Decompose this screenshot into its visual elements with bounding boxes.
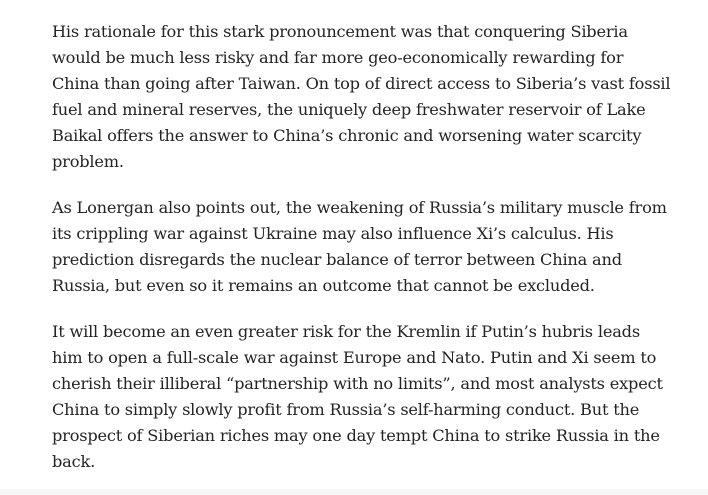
paragraph-2: As Lonergan also points out, the weakeni…	[52, 195, 672, 299]
text-line: its crippling war against Ukraine may al…	[52, 224, 614, 243]
text-line: As Lonergan also points out, the weakeni…	[52, 198, 667, 217]
text-line: fuel and mineral reserves, the uniquely …	[52, 100, 646, 119]
paragraph-1: His rationale for this stark pronounceme…	[52, 19, 672, 175]
text-line: problem.	[52, 152, 124, 171]
text-line: back.	[52, 452, 96, 471]
text-line: would be much less risky and far more ge…	[52, 48, 624, 67]
text-line: prospect of Siberian riches may one day …	[52, 426, 660, 445]
text-line: It will become an even greater risk for …	[52, 322, 640, 341]
text-line: China than going after Taiwan. On top of…	[52, 74, 671, 93]
text-line: Russia, but even so it remains an outcom…	[52, 276, 595, 295]
text-line: prediction disregards the nuclear balanc…	[52, 250, 622, 269]
text-line: cherish their illiberal “partnership wit…	[52, 374, 663, 393]
text-line: His rationale for this stark pronounceme…	[52, 22, 628, 41]
text-line: China to simply slowly profit from Russi…	[52, 400, 640, 419]
bottom-divider	[0, 489, 708, 495]
paragraph-3: It will become an even greater risk for …	[52, 319, 672, 475]
article-body: His rationale for this stark pronounceme…	[52, 19, 672, 495]
text-line: Baikal offers the answer to China’s chro…	[52, 126, 642, 145]
text-line: him to open a full-scale war against Eur…	[52, 348, 657, 367]
